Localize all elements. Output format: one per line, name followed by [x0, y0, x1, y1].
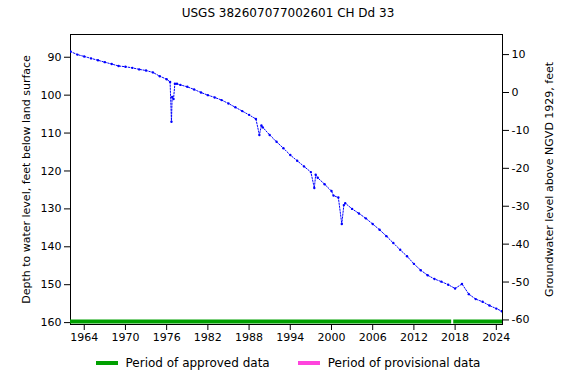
html-text:Period of approved data: Period of approved data: [125, 356, 270, 370]
svg-text:1994: 1994: [276, 331, 304, 344]
svg-text:2018: 2018: [441, 331, 469, 344]
svg-text:-60: -60: [512, 313, 530, 326]
svg-text:90: 90: [48, 51, 62, 64]
svg-text:140: 140: [41, 240, 62, 253]
svg-text:-10: -10: [512, 124, 530, 137]
svg-text:10: 10: [512, 48, 526, 61]
svg-text:1982: 1982: [194, 331, 222, 344]
html-text:Period of provisional data: Period of provisional data: [327, 356, 481, 370]
svg-text:1988: 1988: [235, 331, 263, 344]
svg-text:Depth to water level, feet bel: Depth to water level, feet below land su…: [20, 55, 33, 304]
svg-text:2006: 2006: [359, 331, 387, 344]
svg-text:1970: 1970: [111, 331, 139, 344]
svg-text:-50: -50: [512, 276, 530, 289]
svg-text:-20: -20: [512, 162, 530, 175]
svg-text:2024: 2024: [482, 331, 510, 344]
html-text:USGS 382607077002601 CH Dd 33: USGS 382607077002601 CH Dd 33: [181, 6, 395, 20]
svg-text:0: 0: [512, 86, 519, 99]
svg-text:-30: -30: [512, 200, 530, 213]
svg-text:2012: 2012: [400, 331, 428, 344]
svg-text:120: 120: [41, 164, 62, 177]
svg-text:1964: 1964: [70, 331, 98, 344]
svg-text:150: 150: [41, 278, 62, 291]
svg-text:Groundwater level above NGVD 1: Groundwater level above NGVD 1929, feet: [543, 61, 556, 297]
svg-text:130: 130: [41, 202, 62, 215]
svg-text:160: 160: [41, 316, 62, 329]
svg-text:2000: 2000: [317, 331, 345, 344]
svg-text:100: 100: [41, 89, 62, 102]
svg-text:-40: -40: [512, 238, 530, 251]
svg-text:1976: 1976: [153, 331, 181, 344]
svg-text:110: 110: [41, 127, 62, 140]
